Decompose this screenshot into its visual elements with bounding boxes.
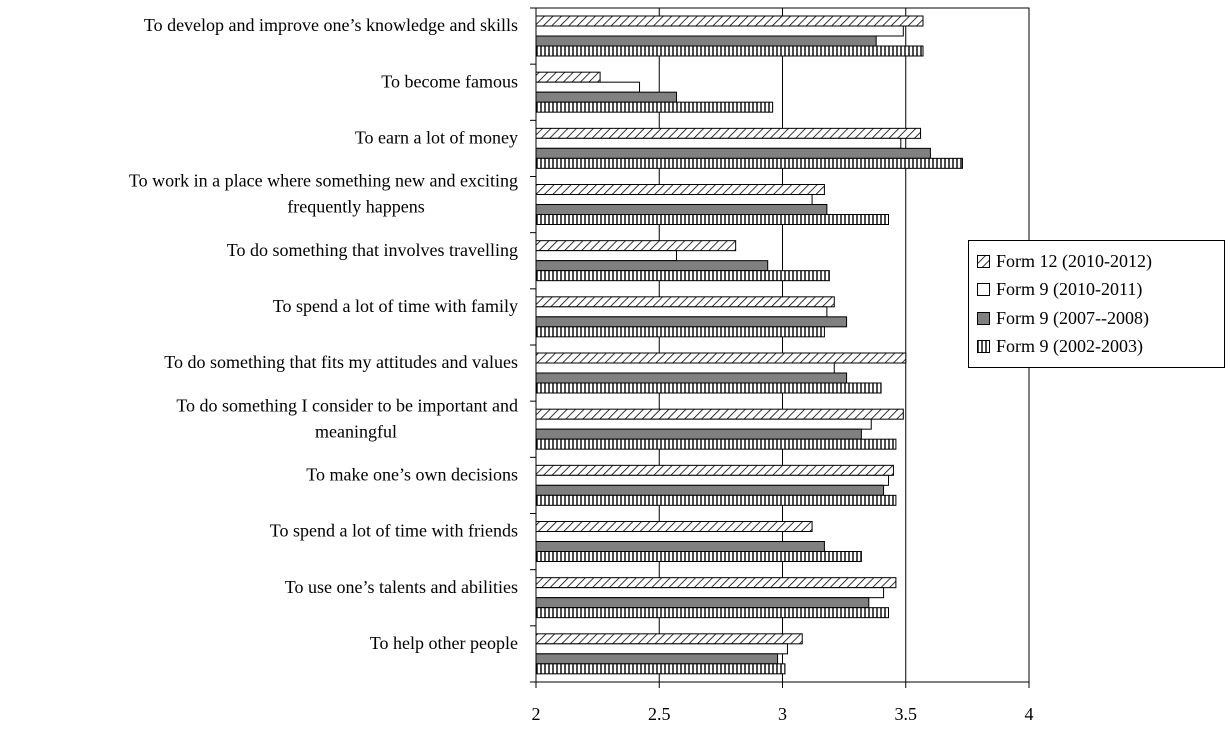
category-label: To do something that involves travelling: [227, 240, 518, 260]
category-label: frequently happens: [287, 197, 424, 217]
bar: [535, 147, 931, 159]
bar: [535, 408, 904, 420]
legend-swatch-fill: [977, 340, 990, 354]
bar: [535, 541, 825, 552]
bar: [535, 653, 779, 665]
bar: [535, 127, 922, 139]
bar: [535, 326, 825, 338]
bar: [535, 418, 872, 430]
bar: [535, 607, 889, 619]
bar: [535, 577, 897, 589]
legend-label: Form 12 (2010-2012): [996, 250, 1152, 271]
bar: [535, 25, 904, 37]
category-label: meaningful: [315, 421, 397, 441]
legend-swatch: [977, 254, 990, 268]
x-tick-label: 3.5: [895, 704, 918, 724]
plot-area: 2 2.5 3 3.5 4 To develop and improve one’s kn…: [129, 7, 1034, 724]
legend-item: Form 12 (2010-2012): [977, 247, 1224, 276]
legend-label: Form 9 (2007--2008): [996, 307, 1149, 328]
bar: [535, 382, 882, 394]
legend: Form 12 (2010-2012) Form 9 (2010-2011) For…: [968, 240, 1225, 368]
category-label: To spend a lot of time with family: [273, 296, 518, 316]
bar: [535, 531, 783, 542]
bar: [535, 474, 889, 486]
x-tick-label: 3: [778, 704, 787, 724]
x-tick-label: 2.5: [648, 704, 671, 724]
bar: [535, 81, 641, 93]
bar: [535, 484, 885, 496]
category-label: To spend a lot of time with friends: [270, 521, 518, 541]
bar: [535, 184, 825, 195]
category-label: To make one’s own decisions: [306, 464, 518, 484]
category-label: To use one’s talents and abilities: [285, 577, 518, 597]
bar: [535, 521, 813, 532]
bar: [535, 316, 848, 328]
legend-item: Form 9 (2010-2011): [977, 276, 1224, 305]
bar: [535, 643, 788, 655]
bar: [535, 587, 885, 599]
bar: [535, 352, 907, 364]
bar: [535, 306, 828, 318]
legend-swatch: [977, 283, 990, 297]
bar: [535, 91, 678, 103]
bar: [535, 260, 769, 272]
legend-label: Form 9 (2002-2003): [996, 336, 1143, 357]
bar: [535, 157, 963, 169]
bar: [535, 296, 835, 308]
legend-item: Form 9 (2007--2008): [977, 304, 1224, 333]
bar: [535, 597, 870, 609]
legend-swatch-fill: [977, 283, 990, 297]
bar: [535, 362, 835, 374]
bar: [535, 494, 897, 506]
bar: [535, 204, 828, 215]
bar: [535, 270, 830, 282]
bar: [535, 45, 924, 57]
legend-swatch: [977, 311, 990, 325]
bar: [535, 214, 889, 225]
category-label: To help other people: [370, 633, 518, 653]
bar: [535, 663, 786, 675]
bar: [535, 15, 924, 27]
category-label: To become famous: [381, 71, 518, 91]
category-label: To earn a lot of money: [355, 127, 518, 147]
category-label: To do something I consider to be importa…: [176, 395, 518, 415]
category-label: To develop and improve one’s knowledge a…: [144, 15, 518, 35]
bar: [535, 464, 894, 476]
bar: [535, 372, 848, 384]
bar: [535, 137, 902, 149]
bar: [535, 71, 601, 83]
bar: [535, 438, 897, 450]
legend-swatch-fill: [977, 254, 990, 268]
x-tick-label: 2: [532, 704, 541, 724]
bar: [535, 194, 813, 205]
x-tick-label: 4: [1025, 704, 1034, 724]
bar: [535, 35, 877, 47]
legend-label: Form 9 (2010-2011): [996, 279, 1143, 300]
bar: [535, 633, 803, 645]
category-label: To do something that fits my attitudes a…: [164, 352, 518, 372]
bar: [535, 250, 678, 262]
bar: [535, 428, 862, 440]
bar: [535, 551, 862, 562]
bar: [535, 101, 774, 113]
category-label: To work in a place where something new a…: [129, 171, 518, 191]
bar: [535, 240, 737, 252]
legend-swatch: [977, 340, 990, 354]
legend-swatch-fill: [977, 311, 990, 325]
legend-item: Form 9 (2002-2003): [977, 333, 1224, 362]
